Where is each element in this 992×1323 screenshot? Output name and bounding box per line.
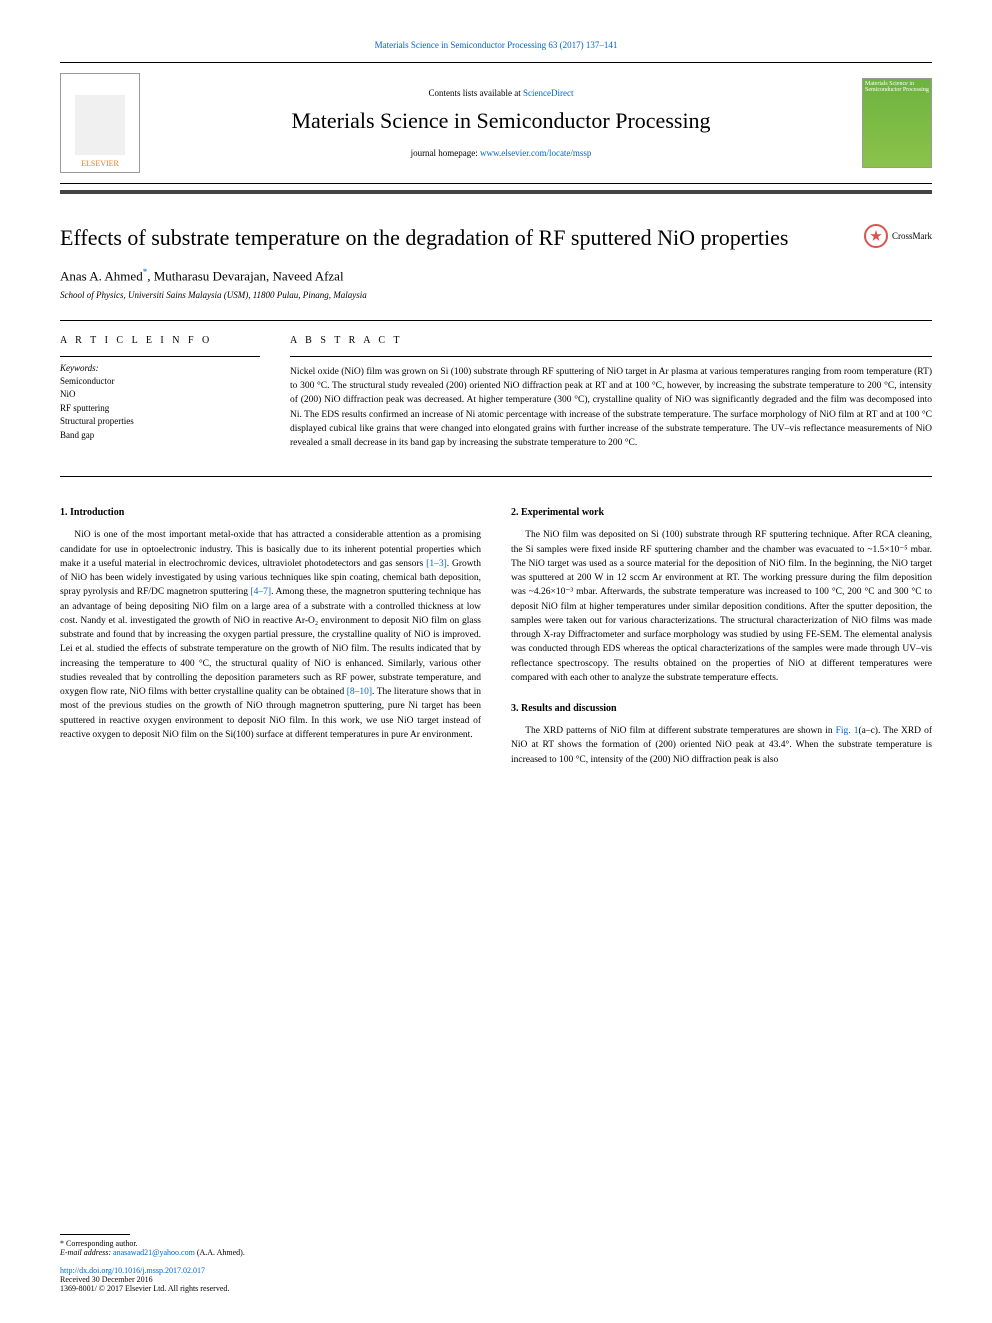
crossmark-icon (864, 224, 888, 248)
received-date: Received 30 December 2016 (60, 1275, 932, 1284)
abstract-divider (290, 356, 932, 357)
journal-center: Contents lists available at ScienceDirec… (152, 88, 850, 158)
intro-paragraph: NiO is one of the most important metal-o… (60, 528, 481, 742)
footer-divider (60, 1234, 130, 1235)
results-paragraph: The XRD patterns of NiO film at differen… (511, 724, 932, 767)
results-heading: 3. Results and discussion (511, 703, 932, 714)
authors: Anas A. Ahmed*, Mutharasu Devarajan, Nav… (60, 267, 932, 284)
abstract-bottom-divider (60, 476, 932, 477)
exp-paragraph: The NiO film was deposited on Si (100) s… (511, 528, 932, 685)
journal-header-box: ELSEVIER Contents lists available at Sci… (60, 62, 932, 184)
publisher-name: ELSEVIER (81, 159, 119, 168)
article-title: Effects of substrate temperature on the … (60, 224, 844, 253)
body-columns: 1. Introduction NiO is one of the most i… (60, 507, 932, 767)
email-link[interactable]: anasawad21@yahoo.com (113, 1248, 195, 1257)
abstract-text: Nickel oxide (NiO) film was grown on Si … (290, 365, 932, 451)
article-info-label: A R T I C L E I N F O (60, 335, 260, 346)
right-column: 2. Experimental work The NiO film was de… (511, 507, 932, 767)
left-column: 1. Introduction NiO is one of the most i… (60, 507, 481, 767)
contents-prefix: Contents lists available at (429, 88, 523, 98)
footer: * Corresponding author. E-mail address: … (60, 1234, 932, 1293)
keywords-label: Keywords: (60, 363, 260, 373)
exp-heading: 2. Experimental work (511, 507, 932, 518)
email-line: E-mail address: anasawad21@yahoo.com (A.… (60, 1248, 932, 1257)
journal-name: Materials Science in Semiconductor Proce… (152, 108, 850, 134)
homepage-line: journal homepage: www.elsevier.com/locat… (152, 148, 850, 158)
affiliation: School of Physics, Universiti Sains Mala… (60, 290, 932, 300)
title-row: Effects of substrate temperature on the … (60, 224, 932, 267)
crossmark-badge[interactable]: CrossMark (864, 224, 932, 248)
sciencedirect-link[interactable]: ScienceDirect (523, 88, 573, 98)
crossmark-label: CrossMark (892, 231, 932, 241)
contents-line: Contents lists available at ScienceDirec… (152, 88, 850, 98)
publisher-logo: ELSEVIER (60, 73, 140, 173)
article-info: A R T I C L E I N F O Keywords: Semicond… (60, 335, 260, 451)
email-label: E-mail address: (60, 1248, 113, 1257)
keywords-list: SemiconductorNiORF sputteringStructural … (60, 375, 260, 443)
elsevier-tree-icon (75, 95, 125, 155)
citation-header: Materials Science in Semiconductor Proce… (60, 40, 932, 50)
doi-link[interactable]: http://dx.doi.org/10.1016/j.mssp.2017.02… (60, 1266, 205, 1275)
accent-line (60, 190, 932, 194)
info-divider (60, 356, 260, 357)
info-abstract-row: A R T I C L E I N F O Keywords: Semicond… (60, 320, 932, 451)
abstract-label: A B S T R A C T (290, 335, 932, 346)
homepage-link[interactable]: www.elsevier.com/locate/mssp (480, 148, 591, 158)
email-suffix: (A.A. Ahmed). (195, 1248, 245, 1257)
abstract: A B S T R A C T Nickel oxide (NiO) film … (290, 335, 932, 451)
corresponding-author: * Corresponding author. (60, 1239, 932, 1248)
copyright: 1369-8001/ © 2017 Elsevier Ltd. All righ… (60, 1284, 932, 1293)
journal-cover: Materials Science in Semiconductor Proce… (862, 78, 932, 168)
homepage-prefix: journal homepage: (411, 148, 480, 158)
intro-heading: 1. Introduction (60, 507, 481, 518)
